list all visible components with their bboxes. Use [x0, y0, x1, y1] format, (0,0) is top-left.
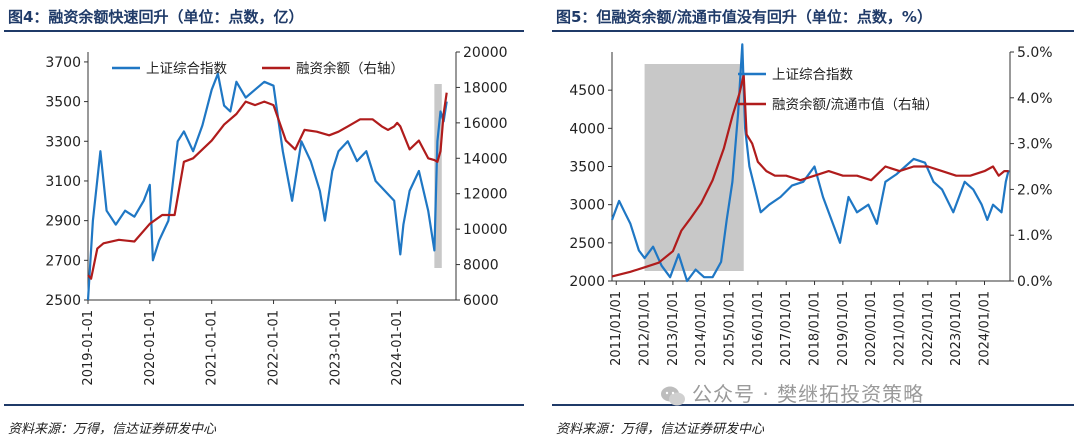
right-tick-label: 0.0%: [1017, 274, 1053, 290]
left-tick-label: 2700: [45, 253, 81, 269]
legend-label: 融资余额（右轴）: [296, 60, 404, 77]
right-tick-label: 5.0%: [1017, 45, 1053, 61]
x-tick-label: 2019-01-01: [81, 310, 96, 386]
title-rule: [552, 30, 1074, 32]
right-tick-label: 18000: [463, 80, 508, 96]
right-tick-label: 12000: [463, 187, 508, 203]
x-tick-label: 2024-01-01: [390, 310, 405, 386]
left-tick-label: 2900: [45, 214, 81, 230]
series-line: [86, 72, 448, 301]
left-tick-label: 4500: [569, 83, 605, 99]
title-rule: [4, 30, 524, 32]
x-tick-label: 2024/01/01: [978, 291, 993, 366]
x-tick-label: 2016/01/01: [751, 291, 766, 366]
left-tick-label: 3300: [45, 134, 81, 150]
x-tick-label: 2015/01/01: [723, 291, 738, 366]
x-tick-label: 2021/01/01: [893, 291, 908, 366]
right-tick-label: 1.0%: [1017, 228, 1053, 244]
x-tick-label: 2017/01/01: [779, 291, 794, 366]
right-tick-label: 20000: [463, 45, 508, 61]
left-tick-label: 3500: [569, 160, 605, 176]
figure-4-panel: 图4：融资余额快速回升（单位：点数，亿） 2500 2700 2900 3100 330…: [0, 0, 530, 441]
source-note: 资料来源：万得，信达证券研发中心: [8, 422, 217, 437]
x-tick-label: 2020/01/01: [864, 291, 879, 366]
right-tick-label: 10000: [463, 222, 508, 238]
chart-figure-5: 2000 2500 3000 3500 4000 4500 0.0% 1.0% 2.0% 3.0%…: [569, 43, 1053, 366]
left-tick-label: 2500: [569, 236, 605, 252]
watermark: 公众号 · 樊继拓投资策略: [660, 378, 924, 407]
wechat-icon: [661, 386, 685, 405]
chart-figure-4: 2500 2700 2900 3100 3300 3500 3700 6000 8000 1000…: [45, 45, 508, 386]
legend-label: 融资余额/流通市值（右轴）: [772, 96, 939, 113]
left-tick-label: 2500: [45, 293, 81, 309]
left-tick-label: 2000: [569, 274, 605, 290]
legend-label: 上证综合指数: [146, 61, 227, 77]
x-tick-label: 2020-01-01: [143, 310, 158, 386]
right-tick-label: 6000: [463, 293, 499, 309]
left-tick-label: 3000: [569, 198, 605, 214]
bottom-rule: [4, 404, 524, 406]
right-tick-label: 16000: [463, 116, 508, 132]
right-tick-label: 3.0%: [1017, 137, 1053, 153]
series-line: [610, 43, 1010, 283]
x-tick-label: 2022/01/01: [921, 291, 936, 366]
series-line: [611, 73, 1009, 278]
x-tick-label: 2023/01/01: [949, 291, 964, 366]
highlight-band: [434, 84, 442, 268]
x-tick-label: 2023-01-01: [328, 310, 343, 386]
left-tick-label: 3700: [45, 55, 81, 71]
x-tick-label: 2011/01/01: [609, 291, 624, 366]
x-tick-label: 2019/01/01: [836, 291, 851, 366]
series-line: [87, 92, 448, 280]
legend-label: 上证综合指数: [772, 67, 853, 83]
right-tick-label: 2.0%: [1017, 182, 1053, 198]
bottom-rule: [552, 404, 1074, 406]
x-tick-label: 2018/01/01: [808, 291, 823, 366]
x-tick-label: 2021-01-01: [205, 310, 220, 386]
x-tick-label: 2013/01/01: [666, 291, 681, 366]
highlight-band: [644, 64, 744, 271]
left-tick-label: 3500: [45, 95, 81, 111]
left-tick-label: 3100: [45, 174, 81, 190]
right-tick-label: 4.0%: [1017, 91, 1053, 107]
x-tick-label: 2022-01-01: [267, 310, 282, 386]
figure-5-panel: 图5：但融资余额/流通市值没有回升（单位：点数，%） 2000 2500 3000 3…: [548, 0, 1080, 441]
right-tick-label: 14000: [463, 151, 508, 167]
source-note: 资料来源：万得，信达证券研发中心: [556, 422, 765, 437]
x-tick-label: 2012/01/01: [638, 291, 653, 366]
right-tick-label: 8000: [463, 258, 499, 274]
figure-title: 图5：但融资余额/流通市值没有回升（单位：点数，%）: [556, 8, 932, 26]
watermark-text: 公众号 · 樊继拓投资策略: [692, 382, 925, 406]
x-tick-label: 2014/01/01: [694, 291, 709, 366]
left-tick-label: 4000: [569, 121, 605, 137]
figure-title: 图4：融资余额快速回升（单位：点数，亿）: [8, 8, 304, 26]
